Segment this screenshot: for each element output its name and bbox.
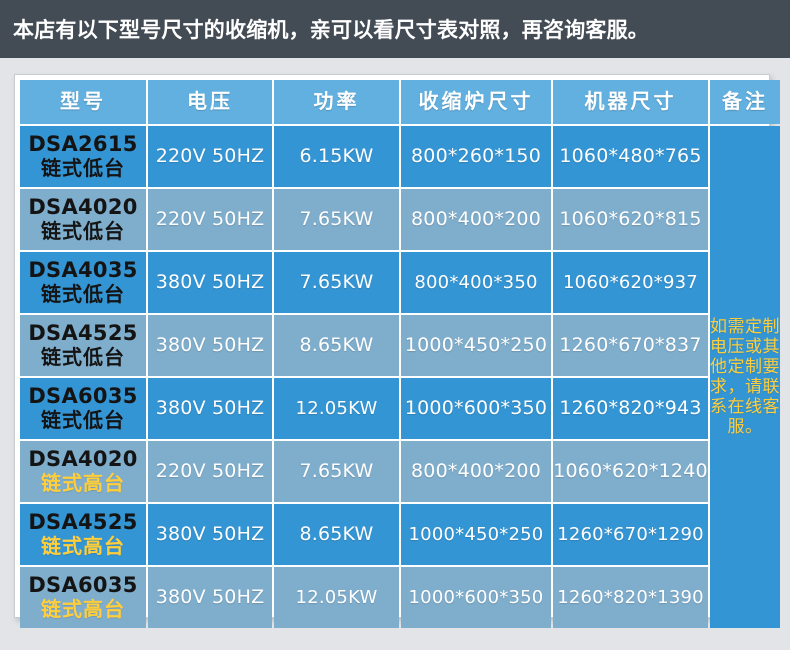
table-body: DSA2615 链式低台 220V 50HZ 6.15KW 800*260*15… [20, 126, 780, 628]
model-name: DSA6035 [28, 384, 138, 409]
model-subtitle: 链式高台 [41, 534, 125, 559]
cell-power: 7.65KW [274, 252, 399, 313]
cell-model: DSA4020 链式高台 [20, 441, 146, 502]
cell-model: DSA6035 链式低台 [20, 378, 146, 439]
cell-voltage: 220V 50HZ [148, 189, 272, 250]
model-name: DSA4035 [28, 258, 138, 283]
column-header-furnace-size: 收缩炉尺寸 [401, 80, 551, 124]
cell-power: 12.05KW [274, 567, 399, 628]
cell-machine-size: 1060*620*937 [553, 252, 708, 313]
cell-voltage: 380V 50HZ [148, 378, 272, 439]
model-subtitle: 链式高台 [41, 471, 125, 496]
model-subtitle: 链式低台 [41, 282, 125, 307]
column-header-machine-size: 机器尺寸 [553, 80, 708, 124]
model-subtitle: 链式高台 [41, 597, 125, 622]
model-name: DSA4525 [28, 321, 138, 346]
table-row: DSA4525 链式高台 380V 50HZ 8.65KW 1000*450*2… [20, 504, 780, 565]
cell-model: DSA2615 链式低台 [20, 126, 146, 187]
cell-machine-size: 1060*620*1240 [553, 441, 708, 502]
column-header-model: 型号 [20, 80, 146, 124]
cell-machine-size: 1060*480*765 [553, 126, 708, 187]
cell-furnace-size: 1000*600*350 [401, 567, 551, 628]
cell-model: DSA4525 链式高台 [20, 504, 146, 565]
column-header-power: 功率 [274, 80, 399, 124]
cell-furnace-size: 1000*600*350 [401, 378, 551, 439]
table-row: DSA6035 链式高台 380V 50HZ 12.05KW 1000*600*… [20, 567, 780, 628]
cell-furnace-size: 1000*450*250 [401, 315, 551, 376]
model-name: DSA4020 [28, 447, 138, 472]
cell-voltage: 220V 50HZ [148, 441, 272, 502]
cell-voltage: 380V 50HZ [148, 567, 272, 628]
model-subtitle: 链式低台 [41, 156, 125, 181]
cell-furnace-size: 800*260*150 [401, 126, 551, 187]
spec-table-container: 型号 电压 功率 收缩炉尺寸 机器尺寸 备注 DSA2615 链式低台 220V… [14, 74, 780, 628]
cell-power: 8.65KW [274, 504, 399, 565]
table-row: DSA4525 链式低台 380V 50HZ 8.65KW 1000*450*2… [20, 315, 780, 376]
cell-voltage: 380V 50HZ [148, 315, 272, 376]
banner-title: 本店有以下型号尺寸的收缩机，亲可以看尺寸表对照，再咨询客服。 [13, 18, 649, 42]
column-header-remarks: 备注 [710, 80, 780, 124]
cell-machine-size: 1060*620*815 [553, 189, 708, 250]
cell-voltage: 220V 50HZ [148, 126, 272, 187]
model-name: DSA2615 [28, 132, 138, 157]
table-row: DSA6035 链式低台 380V 50HZ 12.05KW 1000*600*… [20, 378, 780, 439]
table-row: DSA2615 链式低台 220V 50HZ 6.15KW 800*260*15… [20, 126, 780, 628]
cell-power: 8.65KW [274, 315, 399, 376]
cell-power: 12.05KW [274, 378, 399, 439]
model-subtitle: 链式低台 [41, 219, 125, 244]
cell-power: 6.15KW [274, 126, 399, 187]
table-row: DSA4035 链式低台 380V 50HZ 7.65KW 800*400*35… [20, 252, 780, 313]
cell-power: 7.65KW [274, 441, 399, 502]
model-name: DSA6035 [28, 573, 138, 598]
cell-model: DSA4525 链式低台 [20, 315, 146, 376]
remarks-text: 如需定制电压或其他定制要求，请联系在线客服。 [710, 316, 780, 438]
model-subtitle: 链式低台 [41, 345, 125, 370]
model-subtitle: 链式低台 [41, 408, 125, 433]
table-header-row: 型号 电压 功率 收缩炉尺寸 机器尺寸 备注 [20, 80, 780, 124]
cell-furnace-size: 800*400*200 [401, 189, 551, 250]
cell-machine-size: 1260*820*1390 [553, 567, 708, 628]
model-name: DSA4020 [28, 195, 138, 220]
cell-model: DSA4035 链式低台 [20, 252, 146, 313]
table-row: DSA4020 链式低台 220V 50HZ 7.65KW 800*400*20… [20, 189, 780, 250]
model-name: DSA4525 [28, 510, 138, 535]
cell-machine-size: 1260*670*1290 [553, 504, 708, 565]
table-row: DSA4020 链式高台 220V 50HZ 7.65KW 800*400*20… [20, 441, 780, 502]
column-header-voltage: 电压 [148, 80, 272, 124]
cell-voltage: 380V 50HZ [148, 504, 272, 565]
cell-furnace-size: 800*400*200 [401, 441, 551, 502]
cell-model: DSA4020 链式低台 [20, 189, 146, 250]
cell-furnace-size: 800*400*350 [401, 252, 551, 313]
cell-remarks-merged: 如需定制电压或其他定制要求，请联系在线客服。 [710, 126, 780, 628]
cell-machine-size: 1260*820*943 [553, 378, 708, 439]
cell-model: DSA6035 链式高台 [20, 567, 146, 628]
cell-voltage: 380V 50HZ [148, 252, 272, 313]
page-banner: 本店有以下型号尺寸的收缩机，亲可以看尺寸表对照，再咨询客服。 [0, 0, 790, 58]
cell-machine-size: 1260*670*837 [553, 315, 708, 376]
spec-table: 型号 电压 功率 收缩炉尺寸 机器尺寸 备注 DSA2615 链式低台 220V… [18, 78, 782, 630]
cell-power: 7.65KW [274, 189, 399, 250]
cell-furnace-size: 1000*450*250 [401, 504, 551, 565]
